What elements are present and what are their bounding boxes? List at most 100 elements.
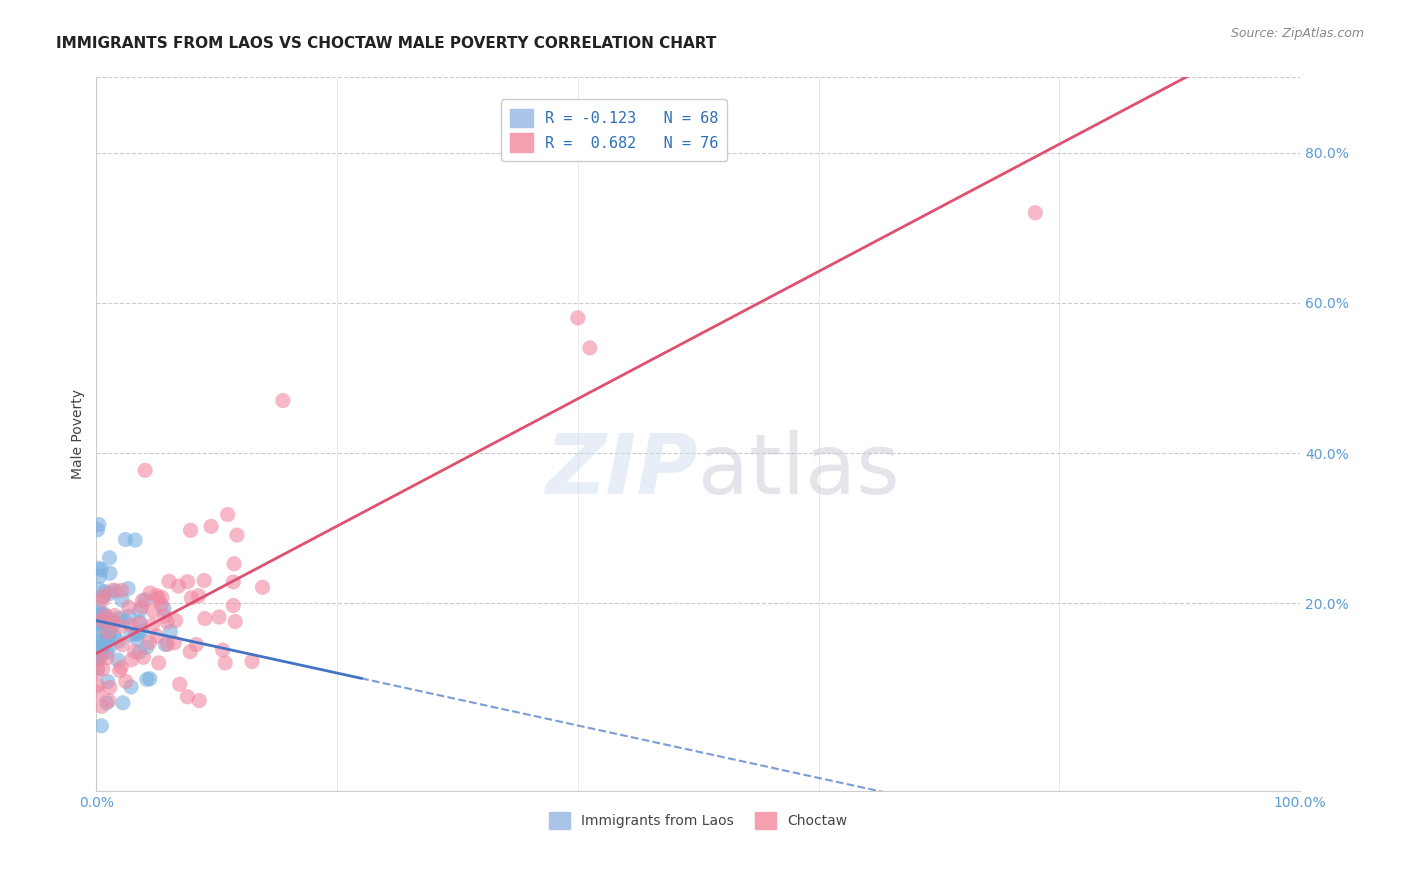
Choctaw (138, 635, 160, 649)
Immigrants from Laos (90, 607, 112, 621)
Choctaw (200, 519, 222, 533)
Immigrants from Laos (98, 587, 121, 601)
Choctaw (118, 600, 141, 615)
Immigrants from Laos (94, 617, 117, 632)
Choctaw (87, 652, 110, 666)
Choctaw (145, 589, 167, 603)
Choctaw (180, 524, 202, 538)
Immigrants from Laos (89, 582, 111, 597)
Choctaw (108, 619, 131, 633)
Immigrants from Laos (155, 637, 177, 651)
Immigrants from Laos (96, 646, 118, 660)
Choctaw (148, 656, 170, 670)
Immigrants from Laos (98, 630, 121, 644)
Immigrants from Laos (87, 600, 110, 615)
Choctaw (101, 583, 124, 598)
Choctaw (131, 593, 153, 607)
Choctaw (145, 629, 167, 643)
Legend: Immigrants from Laos, Choctaw: Immigrants from Laos, Choctaw (544, 806, 852, 834)
Immigrants from Laos (124, 533, 146, 547)
Immigrants from Laos (128, 615, 150, 629)
Choctaw (131, 599, 153, 614)
Immigrants from Laos (114, 533, 136, 547)
Choctaw (211, 643, 233, 657)
Immigrants from Laos (125, 632, 148, 646)
Choctaw (86, 678, 108, 692)
Immigrants from Laos (111, 593, 134, 607)
Choctaw (98, 681, 121, 695)
Choctaw (188, 693, 211, 707)
Immigrants from Laos (87, 646, 110, 660)
Choctaw (124, 645, 146, 659)
Y-axis label: Male Poverty: Male Poverty (72, 389, 86, 479)
Choctaw (186, 638, 208, 652)
Choctaw (103, 608, 125, 623)
Choctaw (187, 589, 209, 603)
Immigrants from Laos (103, 629, 125, 643)
Choctaw (165, 614, 187, 628)
Choctaw (91, 662, 114, 676)
Immigrants from Laos (131, 624, 153, 639)
Choctaw (240, 655, 263, 669)
Immigrants from Laos (97, 674, 120, 689)
Choctaw (1024, 205, 1046, 219)
Choctaw (108, 664, 131, 678)
Immigrants from Laos (128, 645, 150, 659)
Immigrants from Laos (87, 640, 110, 654)
Choctaw (224, 615, 246, 629)
Choctaw (208, 610, 231, 624)
Text: IMMIGRANTS FROM LAOS VS CHOCTAW MALE POVERTY CORRELATION CHART: IMMIGRANTS FROM LAOS VS CHOCTAW MALE POV… (56, 36, 717, 51)
Immigrants from Laos (128, 603, 150, 617)
Immigrants from Laos (90, 563, 112, 577)
Immigrants from Laos (114, 615, 136, 629)
Immigrants from Laos (107, 653, 129, 667)
Choctaw (111, 638, 134, 652)
Choctaw (156, 615, 179, 629)
Immigrants from Laos (93, 584, 115, 599)
Choctaw (271, 393, 294, 408)
Immigrants from Laos (86, 661, 108, 675)
Immigrants from Laos (139, 672, 162, 686)
Immigrants from Laos (98, 623, 121, 637)
Choctaw (222, 557, 245, 571)
Choctaw (91, 593, 114, 607)
Immigrants from Laos (86, 523, 108, 537)
Immigrants from Laos (135, 640, 157, 655)
Choctaw (167, 579, 190, 593)
Choctaw (176, 690, 198, 704)
Immigrants from Laos (118, 609, 141, 624)
Immigrants from Laos (89, 623, 111, 637)
Immigrants from Laos (153, 601, 176, 615)
Immigrants from Laos (159, 624, 181, 639)
Immigrants from Laos (90, 719, 112, 733)
Immigrants from Laos (90, 609, 112, 624)
Choctaw (121, 653, 143, 667)
Immigrants from Laos (87, 561, 110, 575)
Immigrants from Laos (87, 517, 110, 532)
Choctaw (90, 699, 112, 714)
Immigrants from Laos (91, 590, 114, 604)
Immigrants from Laos (96, 696, 118, 710)
Immigrants from Laos (134, 592, 156, 607)
Immigrants from Laos (98, 550, 121, 565)
Choctaw (150, 598, 173, 612)
Choctaw (97, 694, 120, 708)
Choctaw (110, 583, 132, 598)
Immigrants from Laos (96, 633, 118, 648)
Choctaw (114, 674, 136, 689)
Choctaw (176, 574, 198, 589)
Choctaw (579, 341, 602, 355)
Choctaw (156, 637, 179, 651)
Choctaw (110, 660, 132, 674)
Immigrants from Laos (136, 673, 159, 687)
Immigrants from Laos (90, 640, 112, 655)
Choctaw (96, 651, 118, 665)
Choctaw (142, 604, 165, 618)
Choctaw (567, 310, 589, 325)
Choctaw (86, 664, 108, 678)
Immigrants from Laos (91, 646, 114, 660)
Immigrants from Laos (111, 696, 134, 710)
Immigrants from Laos (117, 582, 139, 596)
Choctaw (97, 624, 120, 639)
Immigrants from Laos (86, 607, 108, 621)
